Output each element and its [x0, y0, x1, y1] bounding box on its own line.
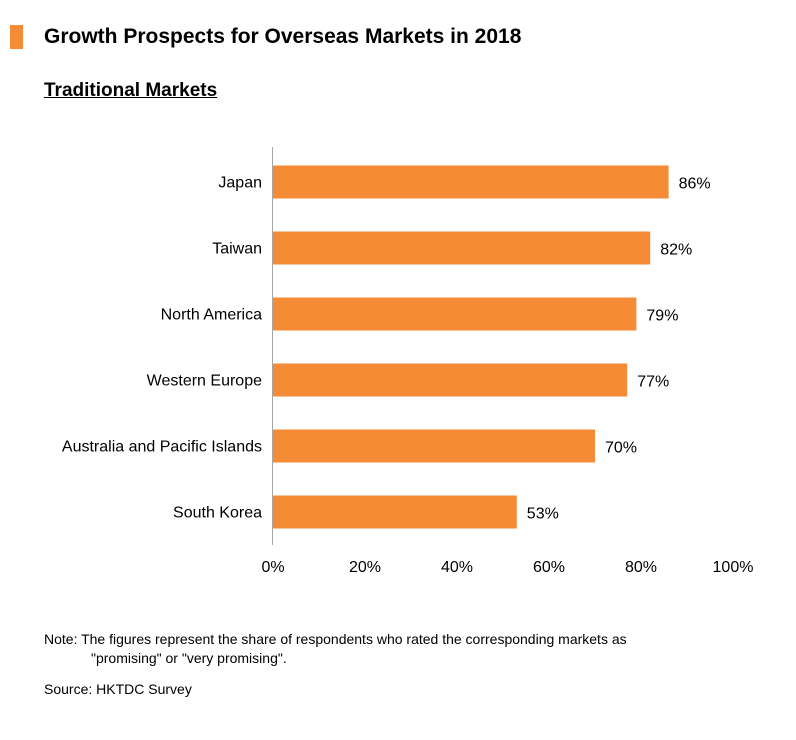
- x-tick-label: 20%: [349, 559, 381, 576]
- value-label: 70%: [605, 440, 637, 457]
- title-accent-marker: [10, 25, 23, 49]
- x-tick-label: 80%: [625, 559, 657, 576]
- value-label: 77%: [637, 374, 669, 391]
- bar-north-america: [273, 297, 637, 331]
- category-label: Japan: [218, 175, 262, 192]
- value-label: 86%: [679, 176, 711, 193]
- note-line-2: "promising" or "very promising".: [91, 650, 287, 666]
- value-label: 82%: [660, 242, 692, 259]
- category-label: Taiwan: [212, 241, 262, 258]
- category-label: Australia and Pacific Islands: [62, 439, 262, 456]
- chart-note: Note: The figures represent the share of…: [44, 630, 744, 668]
- x-tick-label: 60%: [533, 559, 565, 576]
- chart-subtitle: Traditional Markets: [44, 80, 218, 101]
- category-label: South Korea: [173, 505, 262, 522]
- bar-chart: Japan 86% Taiwan 82% North America 79% Western…: [62, 147, 754, 576]
- value-label: 53%: [527, 506, 559, 523]
- x-tick-label: 0%: [261, 559, 284, 576]
- bar-western-europe: [273, 363, 628, 397]
- chart-source: Source: HKTDC Survey: [44, 681, 192, 697]
- bar-taiwan: [273, 231, 651, 265]
- category-label: Western Europe: [147, 373, 262, 390]
- page-title: Growth Prospects for Overseas Markets in…: [44, 25, 522, 48]
- note-line-1: Note: The figures represent the share of…: [44, 631, 627, 647]
- category-label: North America: [161, 307, 262, 324]
- bar-japan: [273, 165, 669, 199]
- x-tick-label: 100%: [713, 559, 754, 576]
- x-tick-label: 40%: [441, 559, 473, 576]
- value-label: 79%: [646, 308, 678, 325]
- bar-south-korea: [273, 495, 517, 529]
- bar-australia-and-pacific-islands: [273, 429, 595, 463]
